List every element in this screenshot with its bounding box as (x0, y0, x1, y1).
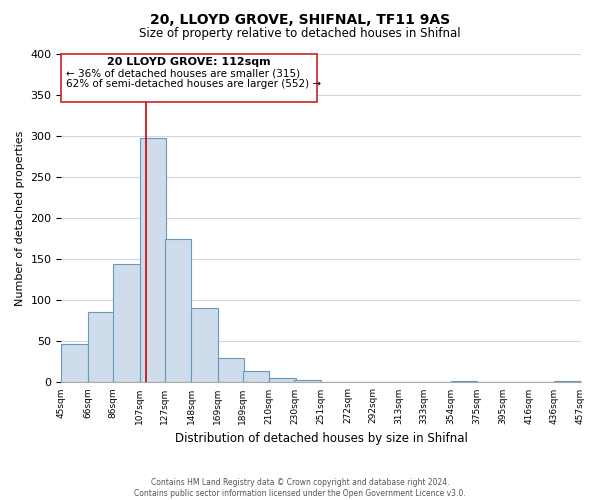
Bar (165, 238, 191, 382)
Bar (269, 378, 296, 382)
Bar (113, 264, 140, 382)
Bar (61, 54, 317, 102)
Bar (140, 138, 166, 382)
Text: 20, LLOYD GROVE, SHIFNAL, TF11 9AS: 20, LLOYD GROVE, SHIFNAL, TF11 9AS (150, 12, 450, 26)
Text: 62% of semi-detached houses are larger (552) →: 62% of semi-detached houses are larger (… (67, 80, 322, 90)
Bar (243, 371, 269, 382)
Text: ← 36% of detached houses are smaller (315): ← 36% of detached houses are smaller (31… (67, 69, 301, 79)
Text: 20 LLOYD GROVE: 112sqm: 20 LLOYD GROVE: 112sqm (107, 58, 271, 68)
Bar (61, 344, 88, 383)
Bar (88, 312, 115, 382)
Bar (451, 381, 477, 382)
X-axis label: Distribution of detached houses by size in Shifnal: Distribution of detached houses by size … (175, 432, 467, 445)
Text: Size of property relative to detached houses in Shifnal: Size of property relative to detached ho… (139, 28, 461, 40)
Text: Contains HM Land Registry data © Crown copyright and database right 2024.
Contai: Contains HM Land Registry data © Crown c… (134, 478, 466, 498)
Bar (295, 380, 321, 382)
Bar (218, 358, 244, 382)
Y-axis label: Number of detached properties: Number of detached properties (15, 130, 25, 306)
Bar (191, 308, 218, 382)
Bar (554, 381, 581, 382)
